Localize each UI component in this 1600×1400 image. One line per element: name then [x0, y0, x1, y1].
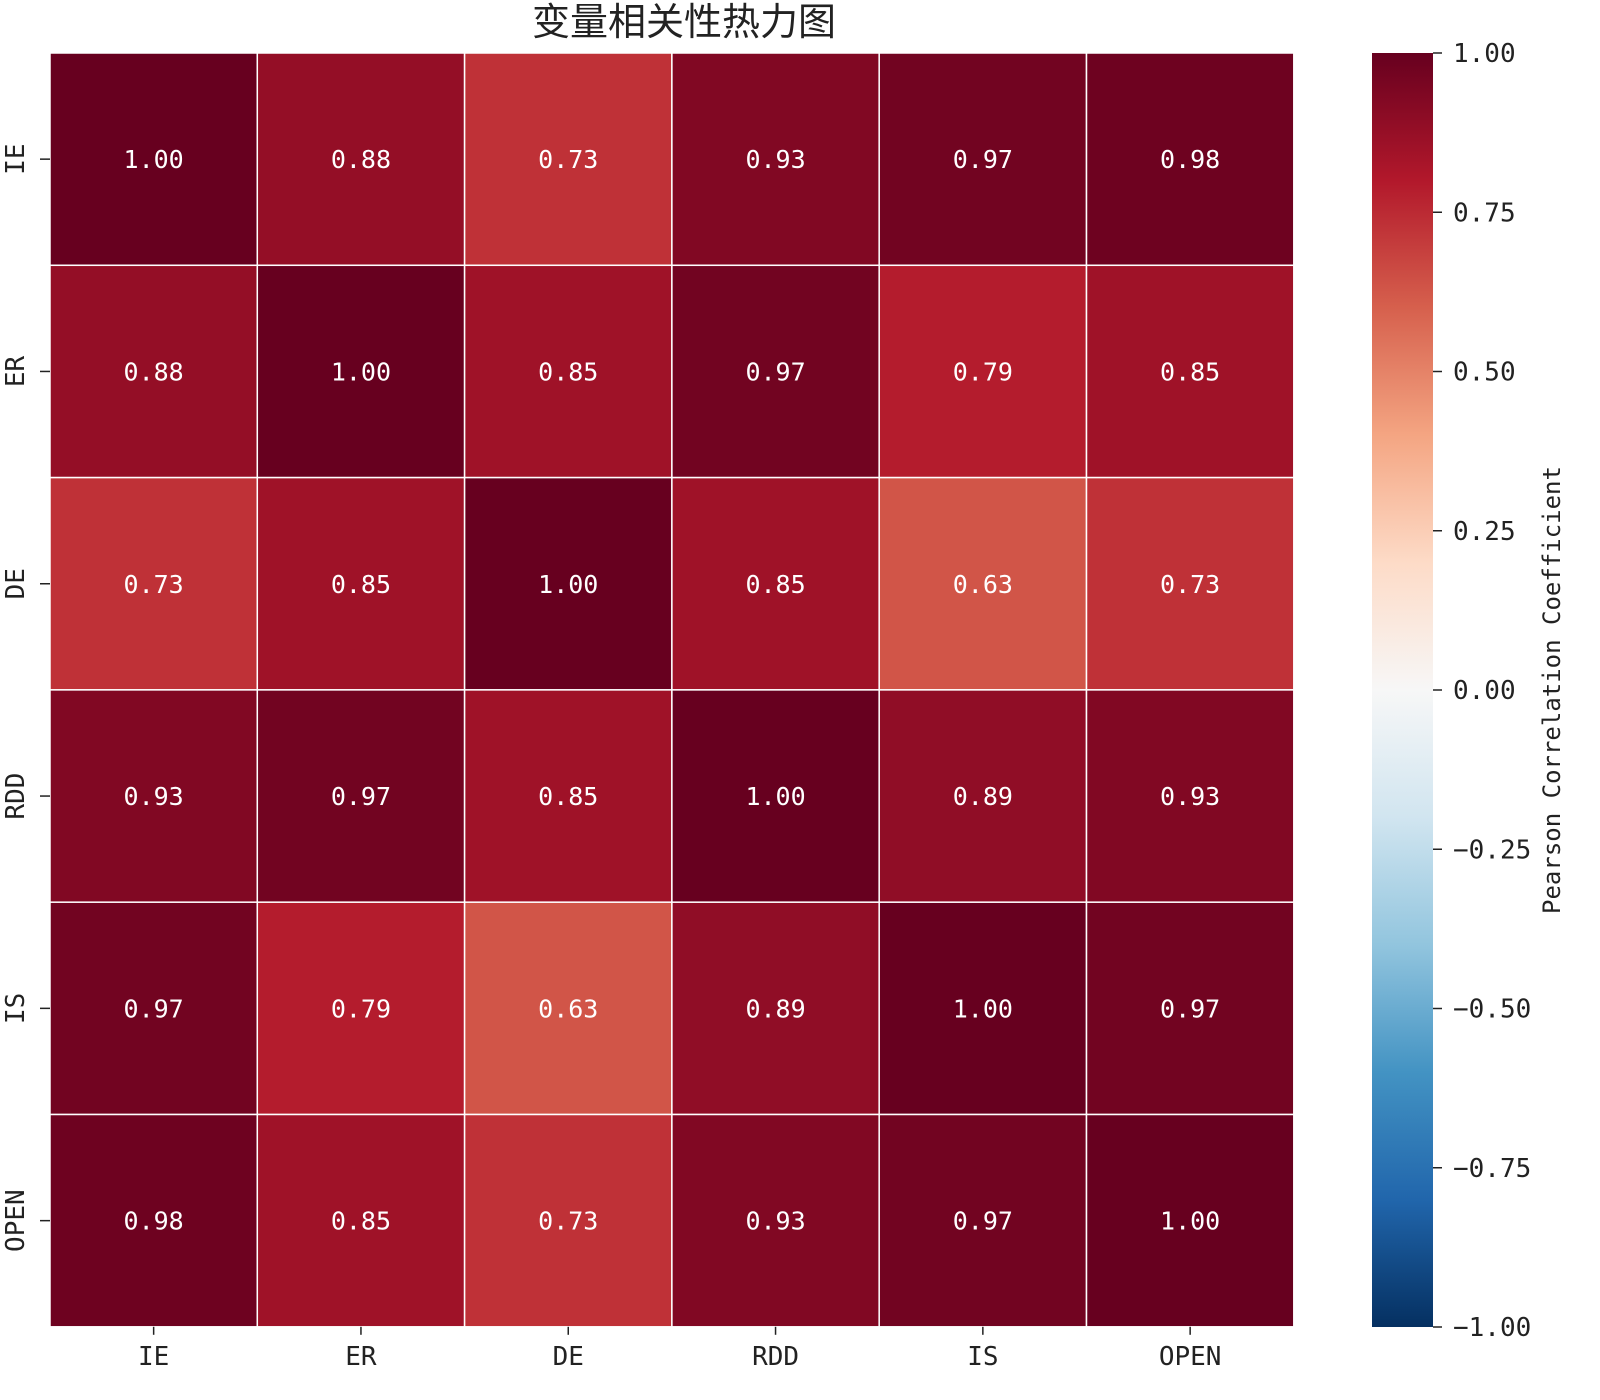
heatmap-cell — [256, 264, 466, 479]
y-axis: IE ER DE RDD IS OPEN — [1, 143, 50, 1252]
colorbar-tick-label: 0.50 — [1453, 358, 1516, 388]
cell-value-label: 0.97 — [953, 1207, 1013, 1236]
colorbar-tick-label: 0.75 — [1453, 198, 1516, 228]
colorbar-label: Pearson Correlation Coefficient — [1538, 466, 1566, 914]
heatmap-cell — [878, 52, 1088, 267]
heatmap-cell — [671, 689, 880, 903]
colorbar-tick-label: 0.25 — [1453, 517, 1516, 547]
cell-value-label: 0.73 — [124, 570, 184, 599]
heatmap-cell — [49, 1113, 259, 1328]
y-tick-label: IS — [1, 993, 31, 1024]
colorbar-ticks: 1.00 0.75 0.50 0.25 0.00 −0.25 −0.50 −0.75 −1.00 — [1433, 39, 1531, 1343]
colorbar-tick-label: −0.50 — [1453, 995, 1531, 1025]
heatmap-cell — [671, 901, 880, 1116]
cell-value-label: 0.73 — [1160, 570, 1220, 599]
x-tick-label: DE — [553, 1342, 584, 1372]
heatmap-cell — [1085, 689, 1295, 903]
heatmap-cell — [256, 52, 466, 267]
heatmap-cell — [49, 689, 259, 903]
cell-value-label: 0.93 — [1160, 782, 1220, 811]
y-tick-label: IE — [1, 143, 31, 174]
heatmap-cell — [49, 476, 259, 691]
cell-value-label: 0.85 — [331, 570, 391, 599]
cell-value-label: 0.97 — [953, 145, 1013, 174]
cell-value-label: 1.00 — [1160, 1207, 1220, 1236]
colorbar-gradient — [1372, 53, 1433, 1327]
cell-value-label: 0.97 — [124, 994, 184, 1023]
heatmap-cells — [49, 52, 1295, 1328]
heatmap-cell — [878, 689, 1088, 903]
heatmap-cell — [1085, 52, 1295, 267]
heatmap-cell — [1085, 264, 1295, 479]
cell-value-label: 0.93 — [745, 145, 805, 174]
heatmap-cell — [256, 689, 466, 903]
heatmap-cell — [1085, 1113, 1295, 1328]
cell-value-label: 0.97 — [1160, 994, 1220, 1023]
heatmap-cell — [256, 476, 466, 691]
cell-value-label: 0.85 — [538, 357, 598, 386]
x-tick-label: RDD — [752, 1342, 799, 1372]
heatmap-cell — [1085, 476, 1295, 691]
colorbar: 1.00 0.75 0.50 0.25 0.00 −0.25 −0.50 −0.75 −1.00… — [1372, 39, 1566, 1343]
cell-value-label: 1.00 — [124, 145, 184, 174]
cell-value-label: 0.88 — [124, 357, 184, 386]
heatmap-cell — [463, 52, 673, 267]
cell-value-label: 0.63 — [953, 570, 1013, 599]
cell-value-label: 0.85 — [745, 570, 805, 599]
x-axis: IE ER DE RDD IS OPEN — [138, 1326, 1222, 1372]
cell-value-label: 0.88 — [331, 145, 391, 174]
heatmap-cell — [878, 1113, 1088, 1328]
heatmap-cell — [671, 52, 880, 267]
x-tick-label: OPEN — [1159, 1342, 1222, 1372]
cell-value-label: 0.73 — [538, 1207, 598, 1236]
cell-value-label: 0.93 — [124, 782, 184, 811]
heatmap-cell — [463, 901, 673, 1116]
cell-value-label: 0.98 — [124, 1207, 184, 1236]
colorbar-tick-label: −0.75 — [1453, 1154, 1531, 1184]
cell-value-label: 0.79 — [953, 357, 1013, 386]
cell-value-label: 0.97 — [331, 782, 391, 811]
heatmap-cell — [671, 264, 880, 479]
colorbar-tick-label: −0.25 — [1453, 835, 1531, 865]
cell-value-label: 1.00 — [331, 357, 391, 386]
colorbar-tick-label: 0.00 — [1453, 676, 1516, 706]
heatmap-cell — [878, 901, 1088, 1116]
cell-value-label: 0.98 — [1160, 145, 1220, 174]
y-tick-label: OPEN — [1, 1189, 31, 1252]
y-tick-label: ER — [1, 355, 31, 387]
heatmap-cell — [671, 476, 880, 691]
heatmap-cell — [878, 476, 1088, 691]
y-tick-label: RDD — [1, 773, 31, 820]
cell-value-label: 0.73 — [538, 145, 598, 174]
cell-value-label: 0.63 — [538, 994, 598, 1023]
cell-value-label: 1.00 — [953, 994, 1013, 1023]
colorbar-tick-label: −1.00 — [1453, 1313, 1531, 1343]
x-tick-label: ER — [345, 1342, 377, 1372]
heatmap-cell — [1085, 901, 1295, 1116]
cell-value-labels: 1.00 0.88 0.73 0.93 0.97 0.98 0.88 1.00 0.85 0.97… — [124, 145, 1221, 1236]
y-tick-label: DE — [1, 568, 31, 599]
cell-value-label: 0.97 — [745, 357, 805, 386]
cell-value-label: 1.00 — [745, 782, 805, 811]
x-tick-label: IS — [967, 1342, 998, 1372]
heatmap-cell — [49, 52, 259, 267]
heatmap-cell — [463, 476, 673, 691]
cell-value-label: 0.93 — [745, 1207, 805, 1236]
colorbar-tick-label: 1.00 — [1453, 39, 1516, 69]
chart-title: 变量相关性热力图 — [532, 0, 836, 44]
heatmap-cell — [463, 689, 673, 903]
cell-value-label: 0.85 — [331, 1207, 391, 1236]
heatmap-cell — [671, 1113, 880, 1328]
cell-value-label: 0.85 — [1160, 357, 1220, 386]
cell-value-label: 0.89 — [953, 782, 1013, 811]
x-tick-label: IE — [138, 1342, 169, 1372]
cell-value-label: 0.85 — [538, 782, 598, 811]
cell-value-label: 0.79 — [331, 994, 391, 1023]
cell-value-label: 0.89 — [745, 994, 805, 1023]
heatmap-cell — [49, 901, 259, 1116]
cell-value-label: 1.00 — [538, 570, 598, 599]
